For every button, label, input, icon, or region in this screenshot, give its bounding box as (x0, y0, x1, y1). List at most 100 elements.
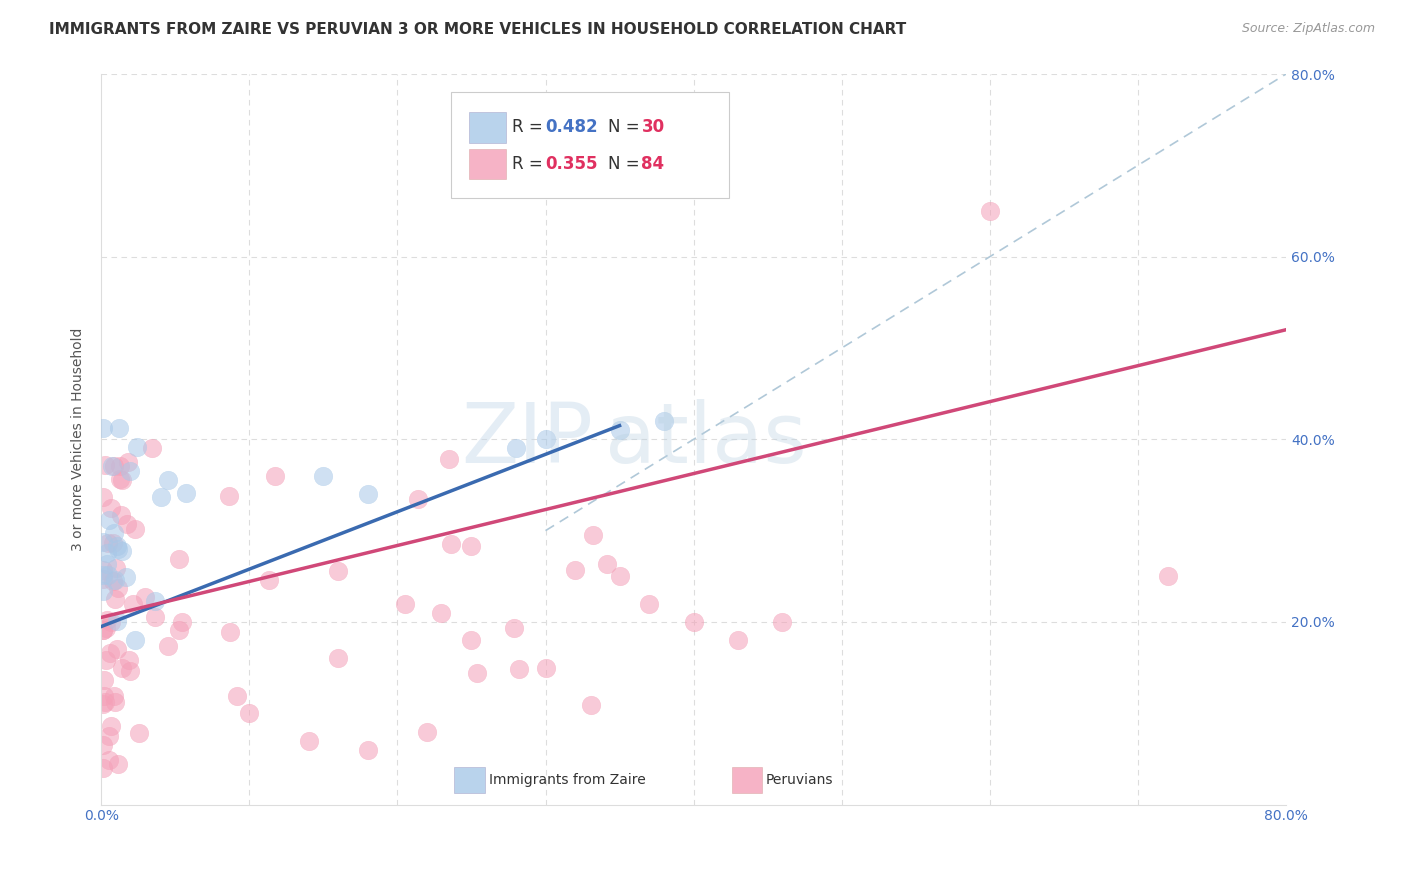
Point (122, 597, 145, 611)
Point (170, 615, 193, 629)
Point (505, 442, 527, 456)
Point (105, 614, 128, 628)
Point (96, 546, 118, 560)
Point (104, 591, 127, 606)
FancyBboxPatch shape (454, 766, 485, 793)
Text: R =: R = (512, 119, 548, 136)
Point (93, 673, 115, 687)
Point (979, 204, 1001, 219)
Point (120, 664, 142, 678)
Point (96, 613, 118, 627)
Point (134, 590, 156, 604)
Point (169, 623, 191, 637)
Text: N =: N = (609, 119, 645, 136)
Point (257, 574, 280, 588)
Point (118, 652, 141, 666)
FancyBboxPatch shape (731, 766, 762, 793)
Point (108, 421, 131, 435)
Point (156, 639, 179, 653)
Point (682, 615, 704, 629)
Point (564, 563, 586, 577)
Point (1156, 569, 1178, 583)
Point (97, 753, 120, 767)
Point (226, 689, 249, 703)
Point (111, 473, 134, 487)
FancyBboxPatch shape (468, 112, 506, 143)
Point (98, 646, 121, 660)
Point (503, 621, 526, 635)
Point (94, 695, 117, 709)
Text: atlas: atlas (605, 399, 807, 480)
Point (609, 423, 631, 437)
Point (312, 468, 335, 483)
Point (430, 606, 453, 620)
Point (238, 706, 260, 721)
Point (264, 469, 287, 483)
Point (174, 486, 197, 500)
Point (111, 661, 134, 675)
Point (97, 567, 120, 582)
Text: N =: N = (609, 155, 645, 173)
Point (101, 536, 124, 550)
Point (357, 487, 380, 501)
Point (149, 490, 172, 504)
Point (219, 624, 242, 639)
Point (91, 573, 114, 587)
Point (91, 490, 114, 504)
Point (638, 597, 661, 611)
Point (328, 651, 350, 665)
Text: Source: ZipAtlas.com: Source: ZipAtlas.com (1241, 22, 1375, 36)
Point (100, 719, 122, 733)
Point (727, 633, 749, 648)
Point (91, 563, 114, 577)
Point (326, 564, 349, 578)
Point (115, 516, 138, 531)
Point (440, 537, 463, 551)
Point (595, 557, 617, 571)
Text: ZIP: ZIP (461, 399, 593, 480)
Point (105, 641, 128, 656)
Point (104, 695, 127, 709)
Point (105, 539, 128, 553)
Point (110, 459, 132, 474)
Text: R =: R = (512, 155, 548, 173)
Point (103, 458, 125, 473)
Point (96, 653, 118, 667)
Point (100, 500, 122, 515)
Point (167, 551, 190, 566)
Point (98, 729, 121, 743)
Point (465, 665, 488, 680)
Point (508, 662, 530, 676)
Point (297, 733, 319, 747)
Point (218, 489, 240, 503)
Point (156, 473, 179, 487)
Point (93, 689, 115, 703)
Point (104, 561, 127, 575)
Text: IMMIGRANTS FROM ZAIRE VS PERUVIAN 3 OR MORE VEHICLES IN HOUSEHOLD CORRELATION CH: IMMIGRANTS FROM ZAIRE VS PERUVIAN 3 OR M… (49, 22, 907, 37)
Text: 30: 30 (641, 119, 665, 136)
Text: 0.355: 0.355 (546, 155, 598, 173)
Point (128, 726, 150, 740)
Point (460, 633, 482, 648)
Point (406, 491, 429, 506)
Point (107, 541, 129, 556)
Point (110, 508, 132, 522)
Point (581, 698, 603, 713)
Point (103, 574, 125, 588)
Point (101, 459, 124, 474)
Text: Immigrants from Zaire: Immigrants from Zaire (489, 772, 645, 787)
Point (107, 757, 129, 772)
Point (124, 633, 146, 648)
Point (96, 536, 118, 550)
Point (772, 615, 794, 629)
Point (96, 557, 118, 571)
Point (582, 528, 605, 542)
Point (609, 569, 631, 583)
Point (91, 623, 114, 637)
Point (100, 615, 122, 629)
Point (91, 697, 114, 711)
Point (103, 526, 125, 541)
Point (115, 569, 138, 583)
FancyBboxPatch shape (468, 149, 506, 179)
Point (103, 689, 125, 703)
